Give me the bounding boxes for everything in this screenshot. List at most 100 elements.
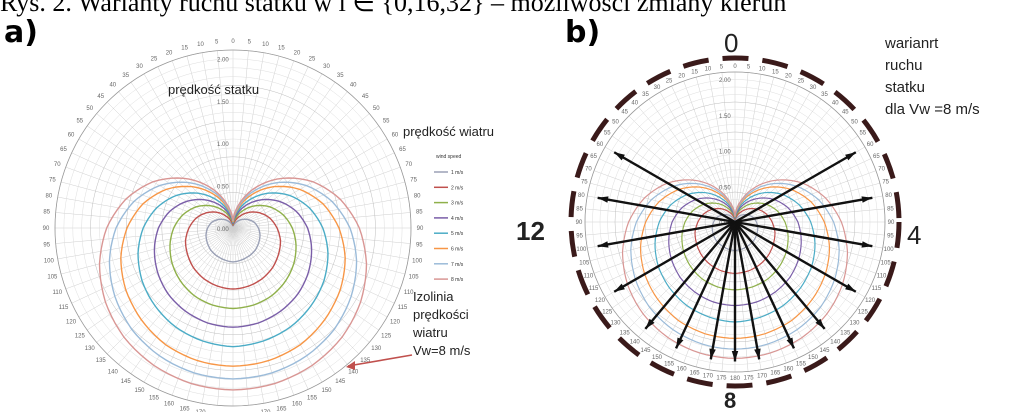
variant-arrowhead xyxy=(676,337,684,349)
grid-ring xyxy=(214,209,252,247)
series-line-5ms xyxy=(137,192,329,348)
angle-tick-label: 155 xyxy=(307,395,318,401)
angle-tick-label: 120 xyxy=(390,320,401,326)
variant-arrow xyxy=(613,220,736,293)
variant-arrowhead xyxy=(786,337,794,349)
figure-caption: Rys. 2. Warianty ruchu statku w i ∈ {0,1… xyxy=(0,0,787,17)
angle-tick-label: 110 xyxy=(877,273,887,279)
angle-tick-label: 35 xyxy=(122,73,129,79)
radial-tick-label: 0.00 xyxy=(217,227,229,233)
angle-tick-label: 125 xyxy=(75,333,86,339)
variant-arrowhead xyxy=(845,283,856,292)
angle-tick-label: 80 xyxy=(414,194,421,200)
angle-tick-label: 100 xyxy=(884,247,895,253)
radial-tick-label: 0.50 xyxy=(719,185,731,191)
angle-tick-label: 45 xyxy=(97,94,104,100)
angle-tick-label: 150 xyxy=(652,355,663,361)
angle-tick-label: 30 xyxy=(136,64,143,70)
isoline-annotation: prędkości xyxy=(413,307,469,322)
radial-tick-label: 2.00 xyxy=(217,57,229,63)
angle-tick-label: 60 xyxy=(867,142,874,148)
radial-tick-label: 0.50 xyxy=(217,185,229,191)
grid-ring xyxy=(170,165,296,291)
legend-title: wind speed xyxy=(436,154,462,160)
angle-tick-label: 5 xyxy=(747,65,751,71)
angle-tick-label: 105 xyxy=(409,274,420,280)
variant-arrow xyxy=(734,151,857,224)
angle-tick-label: 175 xyxy=(744,375,755,381)
variant-label: warianrt xyxy=(884,35,939,52)
angle-tick-label: 10 xyxy=(197,42,204,48)
direction-label-0: 0 xyxy=(724,28,738,58)
angle-tick-label: 25 xyxy=(666,79,673,85)
angle-tick-label: 25 xyxy=(151,57,158,63)
angle-tick-label: 60 xyxy=(68,133,75,139)
angle-tick-label: 100 xyxy=(44,258,55,264)
panel-b: 0.000.501.001.502.0005101520253035404550… xyxy=(516,15,980,412)
angle-tick-label: 165 xyxy=(276,407,287,412)
series-line-4ms xyxy=(153,198,313,328)
grid-ring xyxy=(143,138,323,318)
variant-arrow xyxy=(734,196,873,224)
angle-tick-label: 55 xyxy=(604,131,611,137)
angle-tick-label: 95 xyxy=(416,242,423,248)
angle-tick-label: 95 xyxy=(43,242,50,248)
angle-tick-label: 140 xyxy=(108,369,119,375)
angle-tick-label: 80 xyxy=(578,193,585,199)
angle-tick-label: 60 xyxy=(597,142,604,148)
variant-arrowhead xyxy=(861,241,873,248)
wind-speed-title: prędkość wiatru xyxy=(403,124,494,139)
panel-a-title: prędkość statku xyxy=(168,82,259,97)
grid-ring xyxy=(592,79,878,365)
angle-tick-label: 50 xyxy=(86,106,93,112)
angle-tick-label: 135 xyxy=(840,330,851,336)
angle-tick-label: 65 xyxy=(399,147,406,153)
angle-tick-label: 85 xyxy=(416,210,423,216)
grid-ring xyxy=(161,156,305,300)
grid-ring xyxy=(108,103,358,353)
panel-b-letter: b) xyxy=(565,15,600,50)
series-line-8ms xyxy=(98,177,368,391)
variant-label: dla Vw =8 m/s xyxy=(885,101,980,118)
angle-tick-label: 40 xyxy=(631,100,638,106)
radial-tick-label: 1.50 xyxy=(719,114,731,120)
angle-tick-label: 65 xyxy=(60,147,67,153)
angle-tick-label: 90 xyxy=(417,226,424,232)
angle-tick-label: 0 xyxy=(231,39,235,45)
series-line-6ms xyxy=(120,185,346,367)
variant-arrowhead xyxy=(731,350,739,362)
legend-label: 2 m/s xyxy=(451,185,464,191)
angle-tick-label: 55 xyxy=(383,119,390,125)
angle-tick-label: 170 xyxy=(260,410,271,412)
variant-arrowhead xyxy=(861,196,873,203)
angle-tick-label: 75 xyxy=(410,178,417,184)
angle-tick-label: 15 xyxy=(691,69,698,75)
angle-tick-label: 145 xyxy=(335,379,346,385)
angle-tick-label: 170 xyxy=(196,410,207,412)
angle-tick-label: 70 xyxy=(878,167,885,173)
isoline-annotation: wiatru xyxy=(412,325,448,340)
angle-tick-label: 5 xyxy=(215,40,219,46)
angle-tick-label: 70 xyxy=(54,162,61,168)
angle-tick-label: 80 xyxy=(45,194,52,200)
angle-tick-label: 35 xyxy=(337,73,344,79)
angle-tick-label: 20 xyxy=(294,50,301,56)
angle-tick-label: 15 xyxy=(278,45,285,51)
angle-tick-label: 95 xyxy=(576,234,583,240)
grid-ring xyxy=(206,201,260,255)
angle-tick-label: 115 xyxy=(589,286,599,292)
outer-ring xyxy=(584,71,886,373)
grid-ring xyxy=(72,67,394,389)
angle-tick-label: 120 xyxy=(66,320,77,326)
grid-ring xyxy=(197,192,269,264)
angle-tick-label: 160 xyxy=(677,367,688,373)
grid-ring xyxy=(134,129,332,327)
variant-arrowhead xyxy=(645,318,655,329)
grid-ring xyxy=(63,58,403,398)
legend-label: 8 m/s xyxy=(451,277,464,283)
angle-tick-label: 170 xyxy=(757,374,768,380)
angle-tick-label: 20 xyxy=(678,73,685,79)
angle-tick-label: 85 xyxy=(576,206,583,212)
radial-tick-label: 1.00 xyxy=(719,150,731,156)
angle-tick-label: 120 xyxy=(865,298,876,304)
